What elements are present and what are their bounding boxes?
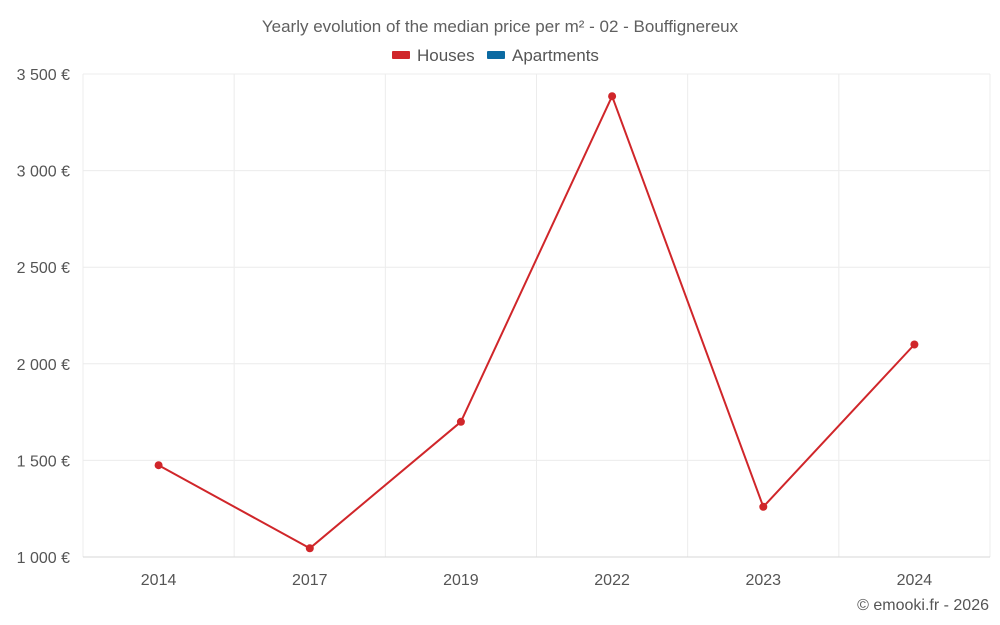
legend-swatch-houses[interactable]	[392, 51, 410, 59]
y-tick-label-2: 2 000 €	[17, 357, 70, 374]
x-tick-label-2024: 2024	[897, 572, 933, 589]
legend: Houses Apartments	[392, 46, 599, 65]
y-tick-label-1: 1 500 €	[17, 453, 70, 470]
legend-label-houses[interactable]: Houses	[417, 46, 475, 65]
data-point-houses-2022[interactable]	[608, 92, 617, 101]
data-point-houses-2024[interactable]	[910, 340, 919, 349]
legend-swatch-apartments[interactable]	[487, 51, 505, 59]
data-point-houses-2014[interactable]	[154, 461, 163, 470]
data-point-houses-2019[interactable]	[456, 417, 465, 426]
series-line-houses	[158, 95, 916, 550]
series-layer	[154, 92, 919, 553]
x-tick-label-2017: 2017	[292, 572, 328, 589]
x-gridlines	[82, 74, 991, 557]
y-tick-label-3: 2 500 €	[17, 260, 70, 277]
data-point-houses-2023[interactable]	[759, 502, 768, 511]
x-tick-label-2014: 2014	[141, 572, 177, 589]
y-tick-label-4: 3 000 €	[17, 164, 70, 181]
chart-title: Yearly evolution of the median price per…	[262, 17, 739, 36]
x-tick-label-2022: 2022	[594, 572, 630, 589]
credit-text: © emooki.fr - 2026	[857, 597, 989, 614]
y-tick-label-0: 1 000 €	[17, 550, 70, 567]
y-axis-tick-labels: 1 000 € 1 500 € 2 000 € 2 500 € 3 000 € 3 500…	[17, 67, 70, 567]
x-axis-tick-labels: 2014 2017 2019 2022 2023 2024	[141, 572, 933, 589]
data-point-houses-2017[interactable]	[305, 544, 314, 553]
x-tick-label-2023: 2023	[745, 572, 781, 589]
x-tick-label-2019: 2019	[443, 572, 479, 589]
legend-label-apartments[interactable]: Apartments	[512, 46, 599, 65]
y-tick-label-5: 3 500 €	[17, 67, 70, 84]
